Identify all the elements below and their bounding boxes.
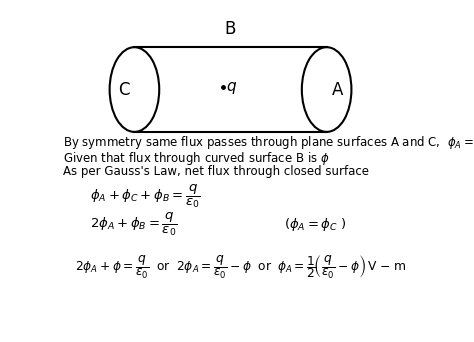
Text: $(\phi_A = \phi_C\ )$: $(\phi_A = \phi_C\ )$ xyxy=(284,216,347,233)
Text: By symmetry same flux passes through plane surfaces A and C,  $\phi_A = \phi_C$: By symmetry same flux passes through pla… xyxy=(63,134,474,151)
Text: $2\phi_A + \phi = \dfrac{q}{\varepsilon_0}\;$ or $\;2\phi_A = \dfrac{q}{\varepsi: $2\phi_A + \phi = \dfrac{q}{\varepsilon_… xyxy=(75,253,407,280)
Text: C: C xyxy=(118,81,129,98)
Text: $\phi_A + \phi_C + \phi_B = \dfrac{q}{\varepsilon_0}$: $\phi_A + \phi_C + \phi_B = \dfrac{q}{\v… xyxy=(90,183,201,210)
Text: B: B xyxy=(225,20,236,38)
Text: A: A xyxy=(332,81,343,98)
Text: Given that flux through curved surface B is $\phi$: Given that flux through curved surface B… xyxy=(63,149,330,167)
Text: $q$: $q$ xyxy=(226,80,237,96)
Text: As per Gauss's Law, net flux through closed surface: As per Gauss's Law, net flux through clo… xyxy=(63,165,369,178)
Text: $2\phi_A + \phi_B = \dfrac{q}{\varepsilon_0}$: $2\phi_A + \phi_B = \dfrac{q}{\varepsilo… xyxy=(90,211,177,238)
